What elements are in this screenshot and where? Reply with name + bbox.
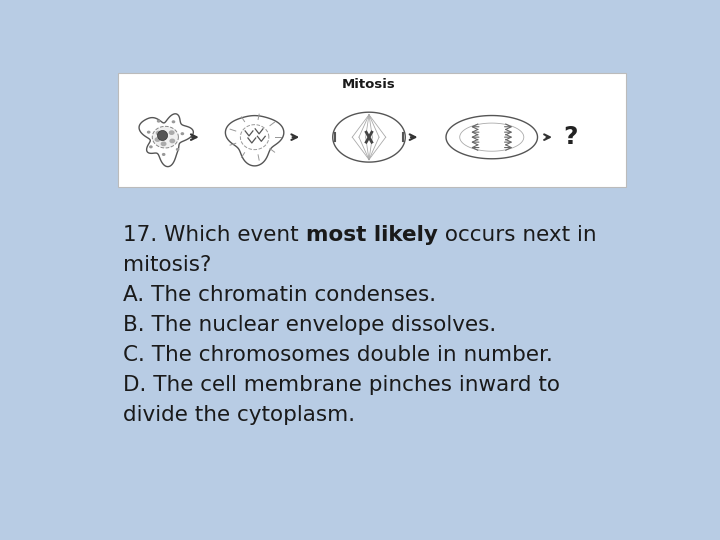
Polygon shape xyxy=(152,126,179,148)
Text: Mitosis: Mitosis xyxy=(342,78,396,91)
Circle shape xyxy=(156,131,161,134)
Text: B. The nuclear envelope dissolves.: B. The nuclear envelope dissolves. xyxy=(124,315,497,335)
Circle shape xyxy=(156,138,160,141)
Circle shape xyxy=(170,139,174,143)
Text: most likely: most likely xyxy=(306,225,438,245)
Circle shape xyxy=(150,146,152,147)
Circle shape xyxy=(158,120,160,122)
Circle shape xyxy=(172,121,174,123)
Text: A. The chromatin condenses.: A. The chromatin condenses. xyxy=(124,285,436,305)
Circle shape xyxy=(169,131,174,134)
Polygon shape xyxy=(446,116,538,159)
Polygon shape xyxy=(333,112,405,162)
Circle shape xyxy=(163,153,165,156)
Text: mitosis?: mitosis? xyxy=(124,255,212,275)
FancyBboxPatch shape xyxy=(118,73,626,187)
Text: occurs next in: occurs next in xyxy=(438,225,596,245)
Polygon shape xyxy=(139,114,194,167)
Circle shape xyxy=(148,131,150,133)
Circle shape xyxy=(161,142,166,145)
Text: C. The chromosomes double in number.: C. The chromosomes double in number. xyxy=(124,345,554,364)
Text: D. The cell membrane pinches inward to: D. The cell membrane pinches inward to xyxy=(124,375,560,395)
Circle shape xyxy=(181,133,184,134)
Polygon shape xyxy=(158,131,168,140)
Text: ?: ? xyxy=(564,125,578,149)
Polygon shape xyxy=(225,116,284,166)
Text: 17. Which event: 17. Which event xyxy=(124,225,306,245)
Circle shape xyxy=(176,148,179,150)
Text: divide the cytoplasm.: divide the cytoplasm. xyxy=(124,404,356,424)
